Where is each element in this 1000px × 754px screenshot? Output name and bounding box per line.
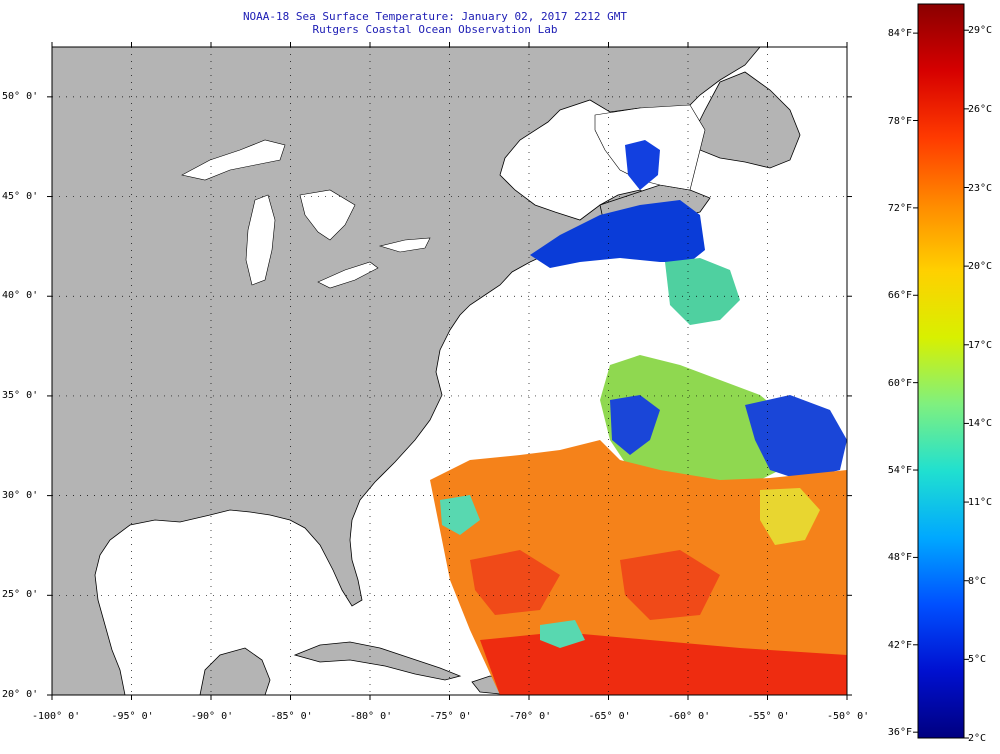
color-scale-ticks	[913, 29, 969, 739]
longitude-label: -60° 0'	[668, 711, 711, 722]
latitude-label: 50° 0'	[2, 90, 39, 102]
sst-cold-east	[745, 395, 847, 480]
latitude-label: 20° 0'	[2, 689, 39, 700]
land-yucatan	[199, 647, 271, 695]
longitude-label: -100° 0'	[32, 711, 81, 722]
longitude-label: -75° 0'	[429, 711, 472, 722]
fahrenheit-label: 66°F	[887, 290, 912, 302]
latitude-label: 30° 0'	[2, 489, 39, 501]
lake-erie	[317, 261, 379, 289]
graticule	[52, 47, 847, 695]
longitude-label: -50° 0'	[827, 711, 870, 722]
celsius-label: 8°C	[968, 575, 987, 587]
sst-hot-south	[480, 632, 847, 695]
fahrenheit-label: 78°F	[887, 115, 912, 127]
celsius-label: 2°C	[968, 733, 987, 744]
longitude-label: -55° 0'	[747, 711, 790, 722]
celsius-label: 14°C	[968, 418, 993, 430]
lake-superior	[181, 139, 286, 181]
sst-cold-patch-north	[625, 140, 660, 190]
sst-cyan-patch-2	[440, 495, 480, 535]
map-title: NOAA-18 Sea Surface Temperature: January…	[242, 10, 628, 23]
lake-michigan	[245, 194, 276, 286]
longitude-label: -80° 0'	[350, 711, 393, 722]
fahrenheit-label: 42°F	[887, 639, 912, 651]
fahrenheit-label: 60°F	[887, 377, 912, 389]
celsius-label: 29°C	[968, 25, 993, 37]
celsius-label: 11°C	[968, 497, 993, 509]
sst-shelf-patch	[665, 258, 740, 325]
latitude-label: 25° 0'	[2, 589, 39, 601]
axis-ticks	[47, 42, 852, 700]
celsius-label: 5°C	[968, 654, 987, 666]
map-subtitle: Rutgers Coastal Ocean Observation Lab	[312, 23, 558, 36]
sst-cold-band	[530, 200, 705, 268]
latitude-label: 35° 0'	[2, 389, 39, 401]
longitude-label: -85° 0'	[270, 711, 313, 722]
sst-warm-patch-1	[470, 550, 560, 615]
sst-cold-eddy	[610, 395, 660, 455]
lake-ontario	[378, 237, 431, 253]
fahrenheit-label: 72°F	[887, 202, 912, 214]
longitude-label: -65° 0'	[588, 711, 631, 722]
sst-warm-patch-2	[620, 550, 720, 620]
celsius-label: 26°C	[968, 103, 993, 115]
fahrenheit-label: 48°F	[887, 552, 912, 564]
latitude-label: 45° 0'	[2, 190, 39, 202]
lake-huron	[299, 189, 356, 241]
land-cuba	[293, 641, 462, 681]
fahrenheit-label: 54°F	[887, 465, 912, 477]
celsius-label: 17°C	[968, 339, 993, 351]
celsius-label: 23°C	[968, 182, 993, 194]
sst-cyan-patch	[540, 620, 585, 648]
longitude-label: -90° 0'	[191, 711, 234, 722]
latitude-label: 40° 0'	[2, 290, 39, 302]
longitude-label: -95° 0'	[111, 711, 154, 722]
celsius-label: 20°C	[968, 261, 993, 273]
map-layers	[52, 47, 847, 695]
sst-yellow-patch	[760, 488, 820, 545]
color-scale-bar	[917, 3, 965, 739]
sst-gulfstream-region	[600, 355, 790, 490]
longitude-label: -70° 0'	[509, 711, 552, 722]
fahrenheit-label: 84°F	[887, 28, 912, 40]
fahrenheit-label: 36°F	[887, 727, 912, 739]
land-north-america	[52, 47, 761, 695]
